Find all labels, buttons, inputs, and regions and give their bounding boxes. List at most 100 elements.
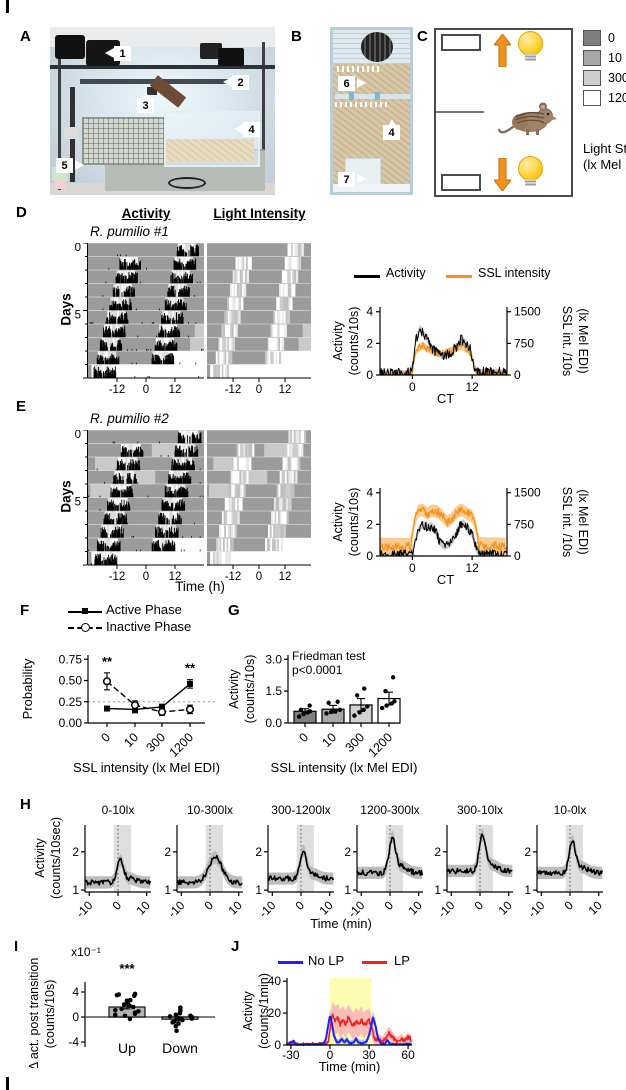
svg-text:5: 5 — [75, 497, 81, 509]
photo-frame-top — [50, 65, 275, 69]
svg-text:0.25: 0.25 — [59, 695, 83, 709]
svg-text:-12: -12 — [225, 571, 242, 582]
svg-text:10-300lx: 10-300lx — [187, 803, 233, 817]
callout-2: 2 — [232, 75, 249, 90]
svg-text:0: 0 — [201, 898, 216, 913]
legend-label-lp: LP — [394, 953, 410, 968]
svg-text:0: 0 — [366, 368, 373, 382]
legend-circle-marker — [81, 623, 90, 632]
svg-text:2: 2 — [524, 845, 531, 859]
svg-text:-10: -10 — [73, 898, 95, 920]
svg-text:10: 10 — [121, 730, 141, 750]
svg-text:SSL intensity (lx Mel EDI): SSL intensity (lx Mel EDI) — [271, 760, 418, 775]
photo-cable — [168, 177, 206, 189]
svg-text:0: 0 — [274, 1038, 281, 1052]
legend-label-nolp: No LP — [308, 953, 345, 968]
arrow-icon — [141, 87, 151, 101]
light-box-bottom — [441, 174, 481, 191]
svg-text:1200: 1200 — [366, 730, 396, 760]
transition-charts: 0-10lx 1 2 -10 0 10 10-300lx 1 2 -10 0 10 300-1200lx… — [20, 798, 626, 941]
profile-svg: 0 2 4 0 750 1500 0 12 CT Activity (counts/10s) SSL … — [331, 486, 590, 587]
callout-3: 3 — [137, 98, 154, 113]
actogram-header-activity: Activity — [121, 206, 171, 221]
svg-text:2: 2 — [434, 845, 441, 859]
setup-photo: 1 2 3 4 5 — [50, 27, 275, 195]
swatch-10lx — [583, 50, 601, 66]
svg-text:(counts/10s): (counts/10s) — [347, 488, 361, 557]
cage-divider — [335, 94, 410, 99]
svg-text:-10: -10 — [525, 898, 547, 920]
svg-text:2: 2 — [72, 845, 79, 859]
bulb-icon — [518, 31, 543, 64]
svg-text:Probability: Probability — [20, 658, 35, 719]
panel-f-label: F — [20, 602, 30, 619]
svg-text:10: 10 — [405, 898, 425, 918]
actogram-svg: -12 0 12 — [207, 242, 311, 396]
mouse-illustration — [498, 102, 557, 135]
svg-text:0: 0 — [366, 549, 373, 563]
legend-line-ssl — [446, 275, 472, 278]
swatch-1200lx — [583, 90, 601, 106]
svg-text:12: 12 — [465, 561, 479, 575]
callout-5: 5 — [56, 158, 73, 173]
activity-bar-chart: 0.0 1.5 3.0 Friedman test p<0.0001 0 10 300 1200… — [227, 645, 423, 785]
panel-i-label: I — [14, 938, 19, 955]
svg-text:Activity: Activity — [33, 837, 47, 877]
cage-dots-row1 — [337, 66, 379, 72]
down-arrow-icon — [494, 158, 511, 191]
svg-text:1: 1 — [524, 883, 531, 897]
svg-text:0: 0 — [109, 898, 124, 913]
probability-chart: 0.00 0.25 0.50 0.75 ** ** 0 10 300 1200 SSL intens… — [20, 645, 255, 785]
legend-value: 0 — [608, 31, 615, 45]
svg-text:(counts/10s): (counts/10s) — [43, 980, 57, 1049]
legend-value: 10 — [608, 51, 622, 65]
svg-text:10: 10 — [585, 898, 605, 918]
svg-text:-12: -12 — [225, 384, 242, 395]
svg-text:1: 1 — [434, 883, 441, 897]
svg-text:***: *** — [119, 961, 135, 976]
legend-line-nolp — [278, 961, 303, 964]
svg-text:4: 4 — [72, 985, 79, 999]
delta-svg: -4 0 4 *** Up Down x10⁻¹ Δ act. post transition… — [27, 945, 215, 1070]
crop-mark-top — [6, 0, 9, 13]
svg-text:-30: -30 — [282, 1048, 300, 1062]
svg-text:SSL intensity (lx Mel EDI): SSL intensity (lx Mel EDI) — [73, 760, 220, 775]
arrow-icon — [229, 124, 243, 134]
cage-bottom-edge — [333, 184, 410, 192]
svg-text:0: 0 — [256, 571, 262, 582]
svg-text:Up: Up — [118, 1040, 136, 1056]
legend-value: 1200 — [608, 91, 626, 105]
svg-text:2: 2 — [344, 845, 351, 859]
protocol-schematic — [434, 28, 573, 197]
actogram-d-light: -12 0 12 — [207, 242, 311, 400]
svg-text:300: 300 — [342, 730, 367, 755]
bulb-icon — [518, 156, 543, 189]
light-pulse-chart: 0 20 40 -30 0 30 60 Time (min) Activity (counts/1… — [240, 940, 440, 1085]
svg-text:0: 0 — [471, 898, 486, 913]
photo-pump — [64, 127, 78, 139]
legend-label-inactive-phase: Inactive Phase — [106, 619, 192, 634]
legend-row-3: 1200 — [583, 90, 626, 106]
svg-text:x10⁻¹: x10⁻¹ — [71, 945, 101, 959]
svg-text:-10: -10 — [435, 898, 457, 920]
svg-text:**: ** — [185, 661, 196, 676]
svg-text:4: 4 — [366, 305, 373, 319]
svg-text:10: 10 — [225, 898, 245, 918]
svg-text:Time (min): Time (min) — [319, 1059, 381, 1074]
svg-text:12: 12 — [169, 384, 182, 395]
animal-2-subtitle: R. pumilio #2 — [90, 411, 169, 426]
legend-title-line1: Light Steps — [583, 141, 626, 156]
svg-text:5: 5 — [75, 310, 81, 322]
actogram-d-activity: 0 5 -12 0 12 — [74, 242, 204, 400]
panel-d-label: D — [16, 204, 27, 221]
actogram-e-light: -12 0 12 — [207, 429, 311, 587]
callout-7: 7 — [338, 172, 355, 187]
photo-acrylic-cage — [164, 111, 260, 167]
svg-text:10: 10 — [316, 898, 336, 918]
svg-text:3.0: 3.0 — [265, 652, 282, 666]
photo-bedding — [166, 139, 254, 161]
svg-text:4: 4 — [366, 486, 373, 500]
photo-speaker-left — [55, 35, 85, 59]
